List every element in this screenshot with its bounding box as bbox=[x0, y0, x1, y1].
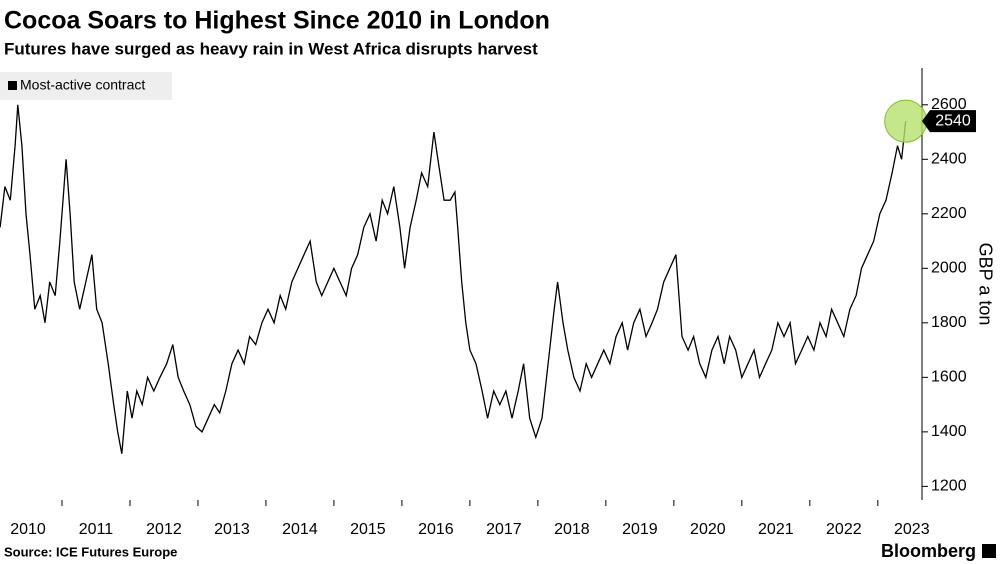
y-tick-label: 1600 bbox=[931, 369, 967, 386]
chart-title: Cocoa Soars to Highest Since 2010 in Lon… bbox=[4, 7, 550, 35]
highlight-circle bbox=[884, 99, 928, 143]
x-tick-label: 2023 bbox=[894, 521, 930, 538]
x-tick-label: 2015 bbox=[350, 521, 386, 538]
y-tick-label: 2200 bbox=[931, 205, 967, 222]
x-tick-label: 2020 bbox=[690, 521, 726, 538]
y-tick-label: 1400 bbox=[931, 423, 967, 440]
legend-box bbox=[0, 72, 172, 100]
legend-swatch bbox=[8, 81, 17, 90]
x-tick-label: 2011 bbox=[79, 521, 114, 538]
legend-label: Most-active contract bbox=[20, 77, 145, 93]
x-tick-label: 2013 bbox=[214, 521, 250, 538]
y-tick-label: 2600 bbox=[931, 96, 967, 113]
brand-icon bbox=[982, 544, 996, 558]
x-tick-label: 2012 bbox=[146, 521, 182, 538]
x-tick-label: 2010 bbox=[10, 521, 46, 538]
value-label: 2540 bbox=[935, 112, 971, 129]
x-tick-label: 2021 bbox=[758, 521, 794, 538]
x-tick-label: 2014 bbox=[282, 521, 318, 538]
source: Source: ICE Futures Europe bbox=[4, 544, 177, 559]
y-tick-label: 2000 bbox=[931, 260, 967, 277]
x-tick-label: 2022 bbox=[826, 521, 862, 538]
x-tick-label: 2017 bbox=[486, 521, 522, 538]
y-tick-label: 1800 bbox=[931, 314, 967, 331]
value-tag bbox=[922, 110, 976, 133]
line-series bbox=[0, 104, 907, 454]
x-tick-label: 2018 bbox=[554, 521, 590, 538]
chart-subtitle: Futures have surged as heavy rain in Wes… bbox=[4, 39, 538, 58]
y-tick-label: 2400 bbox=[931, 151, 967, 168]
x-tick-label: 2019 bbox=[622, 521, 658, 538]
y-tick-label: 1200 bbox=[931, 478, 967, 495]
y-axis-label: GBP a ton bbox=[975, 243, 995, 326]
brand: Bloomberg bbox=[881, 541, 976, 561]
x-tick-label: 2016 bbox=[418, 521, 454, 538]
